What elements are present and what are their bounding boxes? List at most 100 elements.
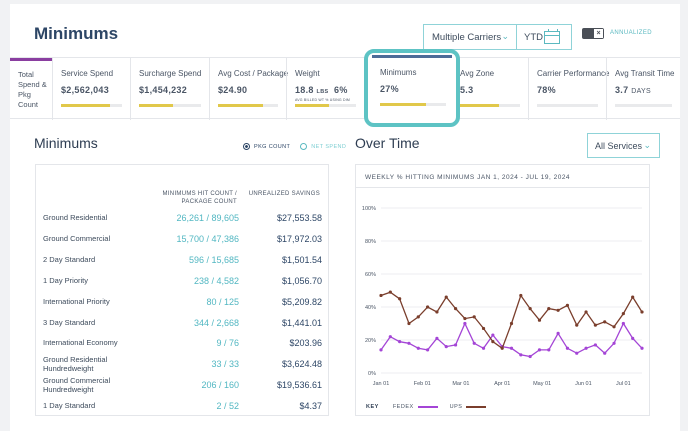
data-point-fedex	[435, 336, 439, 340]
radio-pkg-count[interactable]	[243, 143, 250, 150]
kpi-carrier-performance[interactable]: Carrier Performance 78%	[528, 58, 609, 120]
data-point-ups	[631, 295, 635, 299]
radio-net-spend-label[interactable]: NET SPEND	[311, 143, 347, 150]
row-savings-value: $19,536.61	[276, 380, 322, 391]
data-point-ups	[453, 307, 458, 311]
data-point-ups	[426, 305, 430, 309]
row-savings-value: $1,501.54	[281, 254, 322, 265]
row-service-label: Ground Commercial Hundredweight	[43, 376, 111, 395]
data-point-fedex	[612, 341, 616, 345]
kpi-bar-fill	[295, 104, 329, 107]
data-point-fedex	[388, 335, 392, 339]
kpi-avg-cost-per-package[interactable]: Avg Cost / Package $24.90	[209, 58, 289, 120]
page-title: Minimums	[34, 24, 119, 43]
row-service-label: 2 Day Standard	[43, 254, 96, 264]
data-point-fedex	[603, 351, 607, 355]
data-point-fedex	[593, 343, 597, 347]
kpi-bar-fill	[218, 104, 263, 107]
line-chart: 0% 20% 40% 60% 80% 100% Jan 01 Feb 01 Mar 01 Apr …	[362, 206, 644, 387]
kpi-bar	[61, 104, 122, 107]
row-count-value: 2 / 52	[216, 401, 239, 412]
x-tick-label: Feb 01	[414, 381, 431, 387]
radio-net-spend[interactable]	[300, 143, 308, 150]
data-point-ups	[584, 310, 588, 314]
row-service-label: International Priority	[43, 296, 110, 306]
data-point-fedex	[398, 340, 402, 344]
row-count-value: 80 / 125	[206, 296, 239, 307]
data-point-ups	[472, 315, 476, 319]
kpi-minimums-selected[interactable]: Minimums 27%	[364, 49, 460, 127]
chart-legend: KEY FEDEX UPS	[366, 404, 498, 410]
close-icon: ×	[594, 29, 603, 38]
x-tick-label: May 01	[533, 381, 551, 387]
period-picker[interactable]: YTD	[516, 24, 572, 50]
data-point-fedex	[519, 353, 523, 357]
data-point-ups	[435, 310, 439, 314]
kpi-value: 78%	[537, 85, 556, 95]
kpi-total-spend-pkg-count[interactable]: Total Spend & Pkg Count	[10, 58, 52, 120]
over-time-chart: WEEKLY % HITTING MINIMUMS JAN 1, 2024 - …	[355, 164, 650, 416]
kpi-label: Weight	[295, 69, 320, 78]
kpi-value: $24.90	[218, 85, 248, 95]
annualized-toggle[interactable]: ×	[582, 28, 604, 39]
kpi-bar-fill	[61, 104, 110, 107]
kpi-bar-fill	[139, 104, 174, 107]
data-point-ups	[444, 295, 448, 299]
carrier-dropdown-value: Multiple Carriers	[432, 32, 502, 43]
kpi-bar	[460, 104, 520, 107]
data-point-ups	[481, 326, 486, 331]
x-tick-label: Apr 01	[494, 381, 510, 387]
data-point-ups	[509, 321, 514, 326]
calendar-icon	[544, 29, 560, 44]
kpi-surcharge-spend[interactable]: Surcharge Spend $1,454,232	[130, 58, 209, 120]
kpi-avg-zone[interactable]: Avg Zone 5.3	[451, 58, 528, 120]
kpi-value: 5.3	[460, 85, 474, 95]
legend-ups-label: UPS	[449, 404, 463, 410]
kpi-bar	[139, 104, 201, 107]
kpi-weight[interactable]: Weight 18.8 LBS 6% AVG BILLED WT % USING…	[286, 58, 364, 120]
data-point-ups	[640, 310, 644, 314]
table-row: Ground Residential 26,261 / 89,605 $27,553…	[36, 209, 330, 230]
active-indicator	[372, 55, 452, 58]
transit-unit: DAYS	[631, 88, 651, 95]
kpi-avg-transit-time[interactable]: Avg Transit Time 3.7 DAYS	[606, 58, 680, 120]
over-time-section-title: Over Time	[355, 135, 420, 151]
data-point-fedex	[509, 346, 514, 350]
radio-pkg-count-label[interactable]: PKG COUNT	[254, 143, 291, 150]
data-point-fedex	[407, 341, 411, 345]
kpi-label: Avg Transit Time	[615, 69, 675, 78]
kpi-service-spend[interactable]: Service Spend $2,562,043	[52, 58, 130, 120]
y-tick-label: 60%	[365, 272, 376, 278]
data-point-fedex	[379, 348, 383, 352]
data-point-fedex	[426, 348, 430, 352]
row-service-label: International Economy	[43, 338, 118, 348]
kpi-first-label: Total Spend & Pkg Count	[18, 70, 47, 109]
row-service-label: Ground Residential	[43, 213, 108, 222]
data-point-fedex	[565, 346, 570, 350]
row-savings-value: $17,972.03	[276, 233, 322, 244]
legend-ups-swatch	[466, 406, 487, 408]
x-tick-label: Jun 01	[575, 381, 592, 387]
period-value: YTD	[524, 32, 543, 43]
table-row: International Priority 80 / 125 $5,209.82	[36, 293, 330, 314]
chart-title: WEEKLY % HITTING MINIMUMS JAN 1, 2024 - …	[365, 174, 571, 181]
data-point-fedex	[463, 321, 467, 326]
y-tick-label: 0%	[368, 371, 376, 377]
services-dropdown[interactable]: All Services ⌄	[587, 133, 660, 158]
carrier-dropdown[interactable]: Multiple Carriers ⌄	[423, 24, 516, 50]
row-count-value: 15,700 / 47,386	[176, 233, 239, 244]
chevron-down-icon: ⌄	[643, 140, 651, 150]
row-savings-value: $5,209.82	[281, 296, 322, 307]
row-count-value: 26,261 / 89,605	[176, 213, 239, 223]
data-point-ups	[593, 323, 597, 327]
metric-radio-group: PKG COUNT NET SPEND	[243, 143, 346, 150]
data-point-fedex	[584, 346, 588, 350]
kpi-label: Avg Cost / Package	[218, 69, 289, 78]
row-count-value: 238 / 4,582	[193, 275, 239, 286]
kpi-bar	[615, 104, 672, 107]
data-point-fedex	[491, 333, 495, 337]
table-row: Ground Commercial 15,700 / 47,386 $17,972.…	[36, 230, 330, 251]
data-point-fedex	[556, 331, 560, 335]
data-point-fedex	[453, 343, 458, 347]
data-point-fedex	[547, 348, 551, 352]
